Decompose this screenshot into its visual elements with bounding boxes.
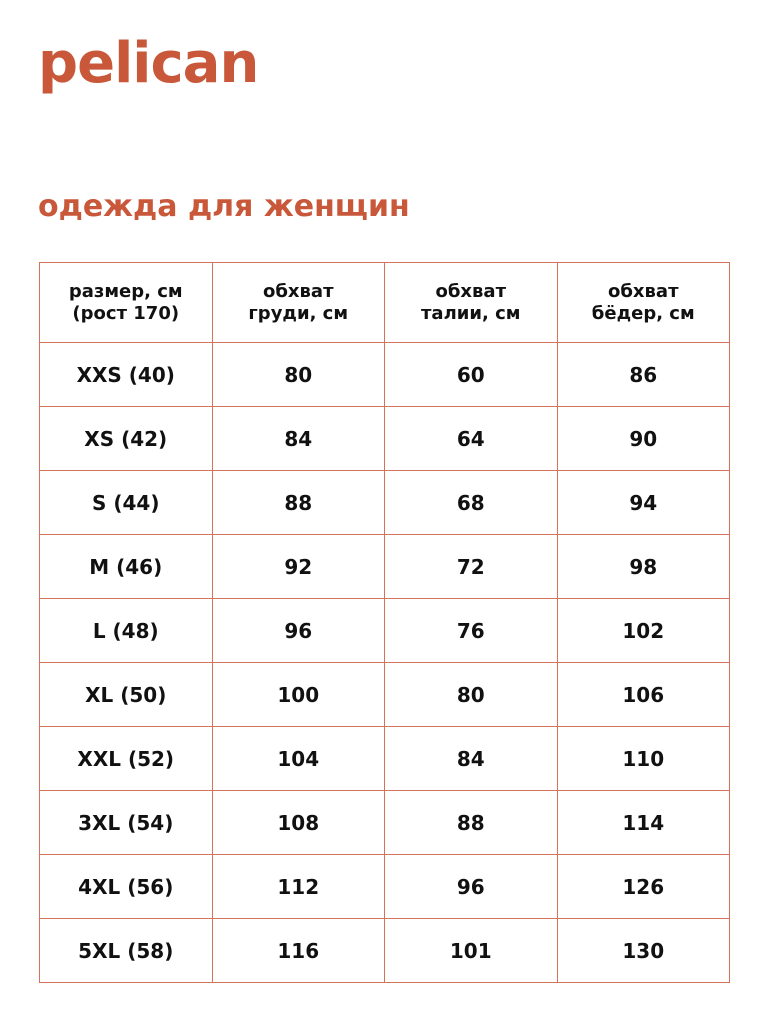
chest-cell: 108 [211, 790, 385, 855]
hips-cell: 90 [556, 406, 730, 471]
page-title: одежда для женщин [38, 189, 410, 224]
size-cell: M (46) [39, 534, 213, 599]
hips-cell: 86 [556, 342, 730, 407]
chest-cell: 96 [211, 598, 385, 663]
header-line: груди, см [248, 302, 349, 324]
table-row: 3XL (54) 108 88 114 [39, 790, 730, 855]
waist-cell: 60 [384, 342, 558, 407]
table-row: XXL (52) 104 84 110 [39, 726, 730, 791]
header-line: размер, см [68, 280, 183, 302]
size-cell: 4XL (56) [39, 854, 213, 919]
waist-cell: 76 [384, 598, 558, 663]
hips-cell: 130 [556, 918, 730, 983]
waist-cell: 80 [384, 662, 558, 727]
waist-cell: 101 [384, 918, 558, 983]
chest-cell: 92 [211, 534, 385, 599]
waist-cell: 84 [384, 726, 558, 791]
chest-cell: 88 [211, 470, 385, 535]
size-cell: L (48) [39, 598, 213, 663]
header-line: обхват [435, 280, 506, 302]
hips-cell: 114 [556, 790, 730, 855]
hips-cell: 94 [556, 470, 730, 535]
header-line: (рост 170) [72, 302, 180, 324]
hips-cell: 102 [556, 598, 730, 663]
pelican-logo: pelican [38, 31, 259, 96]
hips-cell: 110 [556, 726, 730, 791]
header-chest: обхват груди, см [211, 262, 385, 343]
header-line: бёдер, см [591, 302, 695, 324]
size-cell: XXL (52) [39, 726, 213, 791]
header-line: талии, см [421, 302, 521, 324]
size-cell: XL (50) [39, 662, 213, 727]
header-hips: обхват бёдер, см [556, 262, 730, 343]
table-row: L (48) 96 76 102 [39, 598, 730, 663]
size-cell: XXS (40) [39, 342, 213, 407]
waist-cell: 88 [384, 790, 558, 855]
size-cell: 5XL (58) [39, 918, 213, 983]
table-row: 5XL (58) 116 101 130 [39, 918, 730, 983]
hips-cell: 98 [556, 534, 730, 599]
size-chart-table: размер, см (рост 170) обхват груди, см обхва… [39, 262, 730, 983]
table-row: XXS (40) 80 60 86 [39, 342, 730, 407]
table-row: XL (50) 100 80 106 [39, 662, 730, 727]
waist-cell: 64 [384, 406, 558, 471]
hips-cell: 126 [556, 854, 730, 919]
header-size: размер, см (рост 170) [39, 262, 213, 343]
hips-cell: 106 [556, 662, 730, 727]
waist-cell: 72 [384, 534, 558, 599]
header-line: обхват [262, 280, 334, 302]
table-header-row: размер, см (рост 170) обхват груди, см обхва… [39, 262, 730, 343]
header-waist: обхват талии, см [384, 262, 558, 343]
waist-cell: 96 [384, 854, 558, 919]
chest-cell: 84 [211, 406, 385, 471]
table-row: S (44) 88 68 94 [39, 470, 730, 535]
size-cell: 3XL (54) [39, 790, 213, 855]
size-cell: S (44) [39, 470, 213, 535]
size-cell: XS (42) [39, 406, 213, 471]
chest-cell: 100 [211, 662, 385, 727]
header-line: обхват [607, 280, 679, 302]
table-row: M (46) 92 72 98 [39, 534, 730, 599]
chest-cell: 112 [211, 854, 385, 919]
chest-cell: 104 [211, 726, 385, 791]
chest-cell: 80 [211, 342, 385, 407]
chest-cell: 116 [211, 918, 385, 983]
waist-cell: 68 [384, 470, 558, 535]
table-row: XS (42) 84 64 90 [39, 406, 730, 471]
table-row: 4XL (56) 112 96 126 [39, 854, 730, 919]
